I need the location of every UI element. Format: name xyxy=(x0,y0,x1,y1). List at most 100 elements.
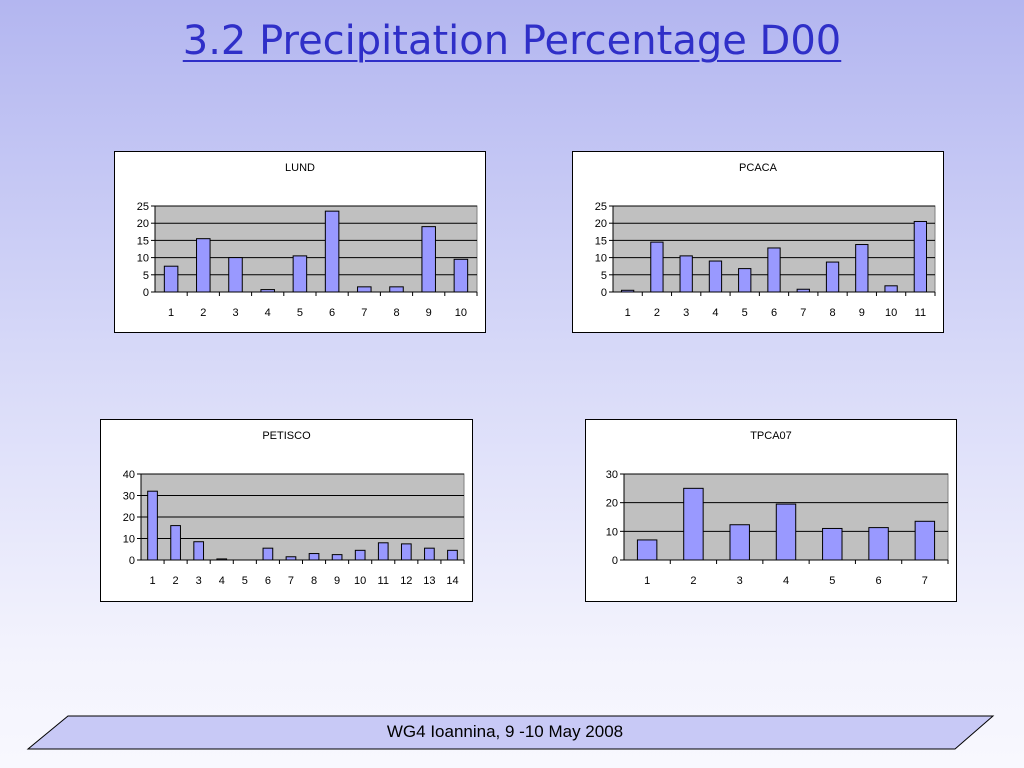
bar xyxy=(738,268,752,293)
x-tick-label: 3 xyxy=(232,307,238,319)
bar xyxy=(767,247,781,293)
x-tick-label: 14 xyxy=(446,575,458,587)
bar xyxy=(796,288,810,293)
footer-banner xyxy=(26,715,995,750)
x-tick-label: 4 xyxy=(783,575,789,587)
bar xyxy=(620,289,635,293)
x-tick-label: 4 xyxy=(219,575,225,587)
y-tick-label: 10 xyxy=(606,526,618,538)
x-tick-label: 8 xyxy=(829,307,835,319)
bar xyxy=(868,527,889,561)
chart-petisco: PETISCO 0 10 20 30 40 1 2 3 4 5 6 7 8 9 10 11 12 13 14 xyxy=(100,419,473,602)
bar xyxy=(163,265,179,293)
bar xyxy=(447,549,458,561)
chart-svg: PCACA 0 5 10 15 20 25 1 2 3 4 5 6 7 8 9 10 11 xyxy=(595,162,936,319)
bar xyxy=(193,541,205,561)
chart-svg: LUND 0 5 10 15 20 25 1 2 3 4 5 6 7 8 9 10 xyxy=(137,162,478,319)
bar xyxy=(308,553,320,561)
bar xyxy=(292,255,308,293)
x-tick-label: 5 xyxy=(742,307,748,319)
y-tick-label: 5 xyxy=(601,270,607,282)
x-tick-label: 5 xyxy=(829,575,835,587)
bar xyxy=(285,556,297,561)
x-tick-label: 11 xyxy=(378,575,389,587)
x-tick-label: 4 xyxy=(712,307,718,319)
x-tick-label: 7 xyxy=(922,575,928,587)
x-tick-label: 7 xyxy=(361,307,367,319)
x-tick-label: 6 xyxy=(329,307,335,319)
y-tick-label: 25 xyxy=(595,201,607,213)
y-tick-label: 30 xyxy=(606,469,618,481)
x-tick-label: 6 xyxy=(265,575,271,587)
y-tick-label: 25 xyxy=(137,201,149,213)
y-tick-label: 40 xyxy=(123,469,135,481)
bar xyxy=(636,539,658,561)
chart-tpca07: TPCA07 0 10 20 30 1 2 3 4 5 6 7 xyxy=(585,419,957,602)
bar xyxy=(708,260,723,293)
bar xyxy=(884,285,898,293)
y-tick-label: 0 xyxy=(143,287,149,299)
bar xyxy=(650,241,664,293)
y-tick-label: 0 xyxy=(601,287,607,299)
x-tick-label: 10 xyxy=(354,575,366,587)
x-tick-label: 5 xyxy=(242,575,248,587)
chart-title: LUND xyxy=(285,162,315,174)
x-tick-label: 4 xyxy=(265,307,271,319)
y-tick-label: 5 xyxy=(143,270,149,282)
chart-svg: TPCA07 0 10 20 30 1 2 3 4 5 6 7 xyxy=(606,430,949,587)
slide-title-text: 3.2 Precipitation Percentage D00 xyxy=(182,18,842,64)
y-tick-label: 15 xyxy=(595,235,607,247)
x-tick-label: 11 xyxy=(915,307,926,319)
x-tick-label: 2 xyxy=(690,575,696,587)
x-tick-label: 8 xyxy=(311,575,317,587)
x-tick-label: 9 xyxy=(426,307,432,319)
x-tick-label: 5 xyxy=(297,307,303,319)
chart-title: PCACA xyxy=(739,162,778,174)
x-tick-label: 13 xyxy=(423,575,435,587)
bar xyxy=(914,520,936,561)
x-tick-label: 1 xyxy=(644,575,650,587)
slide-title: 3.2 Precipitation Percentage D00 xyxy=(0,18,1024,64)
x-tick-label: 2 xyxy=(200,307,206,319)
bar xyxy=(453,258,469,293)
chart-pcaca: PCACA 0 5 10 15 20 25 1 2 3 4 5 6 7 8 9 10 11 xyxy=(572,151,944,333)
bar xyxy=(729,524,750,561)
x-tick-label: 7 xyxy=(800,307,806,319)
x-tick-label: 10 xyxy=(455,307,467,319)
x-tick-label: 7 xyxy=(288,575,294,587)
bar xyxy=(324,210,340,293)
chart-title: PETISCO xyxy=(262,430,311,442)
bar xyxy=(216,558,228,561)
x-tick-label: 12 xyxy=(400,575,412,587)
y-tick-label: 10 xyxy=(123,534,135,546)
bar xyxy=(421,226,436,293)
chart-title: TPCA07 xyxy=(750,430,792,442)
x-tick-label: 1 xyxy=(625,307,631,319)
x-tick-label: 3 xyxy=(196,575,202,587)
bar xyxy=(147,490,158,561)
bar xyxy=(679,255,693,293)
x-tick-label: 10 xyxy=(885,307,897,319)
x-tick-label: 3 xyxy=(737,575,743,587)
y-tick-label: 15 xyxy=(137,235,149,247)
chart-lund: LUND 0 5 10 15 20 25 1 2 3 4 5 6 7 8 9 10 xyxy=(114,151,486,333)
y-tick-label: 10 xyxy=(595,253,607,265)
bar xyxy=(775,503,797,561)
bar xyxy=(354,549,366,561)
x-tick-label: 9 xyxy=(334,575,340,587)
y-tick-label: 10 xyxy=(137,253,149,265)
x-tick-label: 2 xyxy=(654,307,660,319)
x-tick-label: 1 xyxy=(168,307,174,319)
x-tick-label: 9 xyxy=(859,307,865,319)
y-tick-label: 20 xyxy=(137,218,149,230)
y-tick-label: 0 xyxy=(129,555,135,567)
bar xyxy=(357,286,372,293)
bar xyxy=(262,547,274,561)
y-tick-label: 0 xyxy=(612,555,618,567)
bar xyxy=(331,554,343,561)
bar xyxy=(389,286,404,293)
x-tick-label: 1 xyxy=(149,575,155,587)
bar xyxy=(228,257,243,293)
bar xyxy=(683,487,704,561)
